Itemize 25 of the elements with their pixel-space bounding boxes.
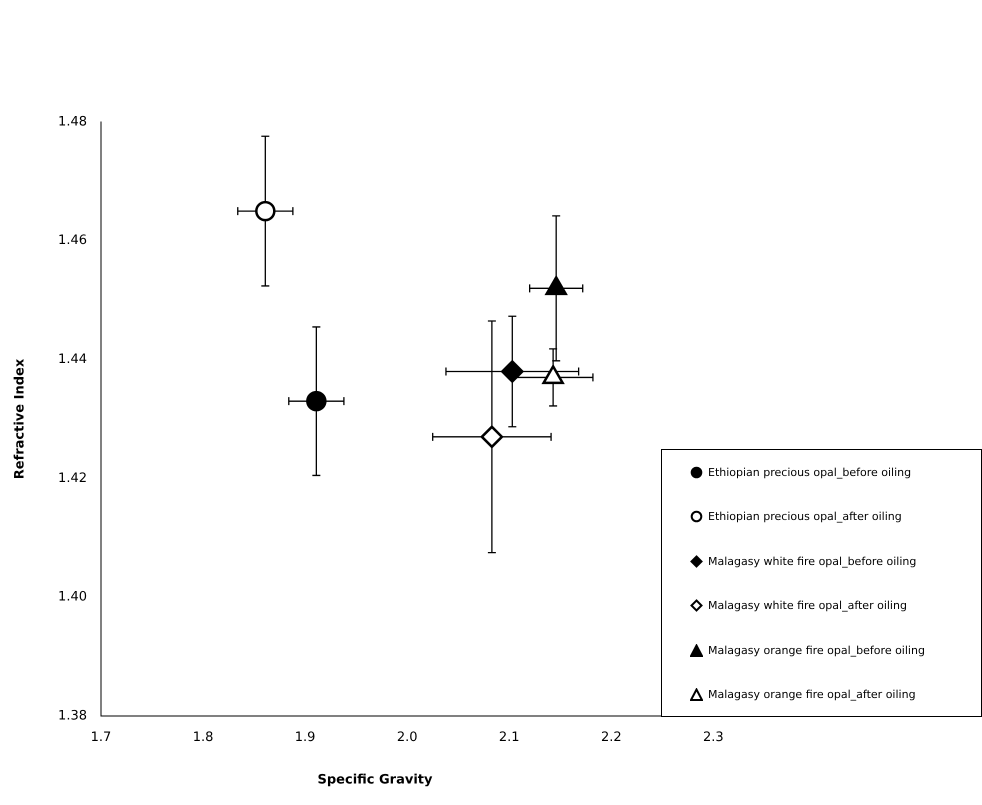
legend-label: Malagasy orange fire opal_before oiling: [708, 644, 925, 657]
y-axis-title: Refractive Index: [12, 358, 28, 480]
x-tick-label: 2.1: [498, 730, 520, 746]
point: [306, 390, 327, 412]
legend-label: Malagasy white fire opal_after oiling: [708, 599, 907, 612]
legend-label: Ethiopian precious opal_before oiling: [708, 466, 912, 479]
y-tick-label: 1.48: [58, 114, 87, 130]
point: [480, 426, 504, 448]
point: [501, 360, 524, 383]
x-tick-label: 1.9: [294, 730, 316, 746]
legend-label: Malagasy orange fire opal_after oiling: [708, 688, 916, 702]
x-tick-label: 2.3: [703, 730, 724, 746]
point: [255, 200, 276, 222]
legend-label: Malagasy white fire opal_before oiling: [708, 554, 916, 568]
x-tick-label: 2.2: [600, 730, 622, 746]
x-tick-label: 1.7: [90, 730, 112, 746]
x-tick-label: 1.8: [192, 730, 214, 746]
y-tick-label: 1.44: [58, 352, 87, 367]
x-tick-label: 2.0: [396, 730, 418, 746]
y-tick-label: 1.40: [58, 590, 87, 605]
x-axis-title: Specific Gravity: [318, 772, 434, 788]
y-tick-label: 1.42: [58, 470, 87, 486]
y-tick-label: 1.38: [58, 708, 87, 724]
y-tick-label: 1.46: [58, 233, 87, 248]
legend-label: Ethiopian precious opal_after oiling: [708, 510, 902, 524]
